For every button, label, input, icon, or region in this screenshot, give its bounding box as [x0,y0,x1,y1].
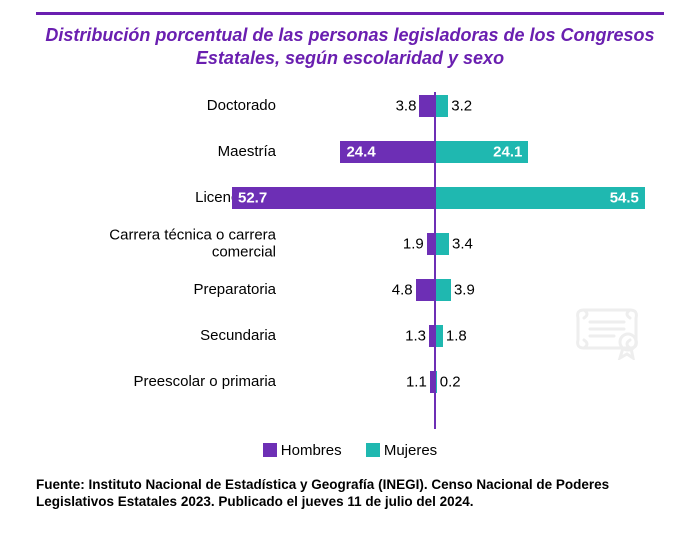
chart-row: Doctorado 3.8 3.2 [36,92,664,120]
bar-mujeres: 54.5 [436,187,645,209]
value-hombres: 1.3 [405,328,426,345]
legend-item-hombres: Hombres [263,442,342,459]
diverging-bar-chart: Doctorado3.83.2Maestría24.424.1Licenciat… [36,92,664,429]
value-mujeres: 3.9 [454,282,475,299]
chart-title: Distribución porcentual de las personas … [36,24,664,69]
value-hombres: 4.8 [392,282,413,299]
bar-hombres: 24.4 [340,141,434,163]
bar-hombres [427,233,434,255]
bar-mujeres [436,233,449,255]
value-mujeres: 24.1 [493,144,522,161]
bar-hombres [416,279,434,301]
category-label: Preparatoria [56,282,276,299]
chart-row: Licenciatura52.754.5 [36,184,664,212]
category-label: Preescolar o primaria [56,374,276,391]
bar-hombres [430,371,434,393]
value-hombres: 24.4 [346,144,375,161]
value-hombres: 3.8 [396,98,417,115]
category-label: Maestría [56,144,276,161]
bar-hombres: 52.7 [232,187,434,209]
bar-hombres [429,325,434,347]
value-mujeres: 3.4 [452,236,473,253]
category-label: Carrera técnica o carrera comercial [56,228,276,261]
top-rule [36,12,664,15]
legend-swatch-mujeres [366,443,380,457]
bar-mujeres [436,371,437,393]
category-label: Secundaria [56,328,276,345]
value-hombres: 1.9 [403,236,424,253]
value-mujeres: 54.5 [610,190,639,207]
chart-row: Carrera técnica o carrera comercial 1.9 3.… [36,230,664,258]
value-mujeres: 1.8 [446,328,467,345]
legend-label: Hombres [281,442,342,459]
legend-item-mujeres: Mujeres [366,442,437,459]
value-mujeres: 3.2 [451,98,472,115]
chart-row: Maestría 24.4 24.1 [36,138,664,166]
bar-hombres [419,95,434,117]
bar-mujeres [436,279,451,301]
bar-mujeres: 24.1 [436,141,528,163]
diploma-icon [570,300,650,360]
chart-row: Preescolar o primaria 1.1 0.2 [36,368,664,396]
legend: Hombres Mujeres [0,442,700,459]
value-hombres: 52.7 [238,190,267,207]
value-hombres: 1.1 [406,374,427,391]
legend-swatch-hombres [263,443,277,457]
legend-label: Mujeres [384,442,437,459]
bar-mujeres [436,95,448,117]
bar-mujeres [436,325,443,347]
source-note: Fuente: Instituto Nacional de Estadístic… [36,476,664,511]
value-mujeres: 0.2 [440,374,461,391]
category-label: Doctorado [56,98,276,115]
